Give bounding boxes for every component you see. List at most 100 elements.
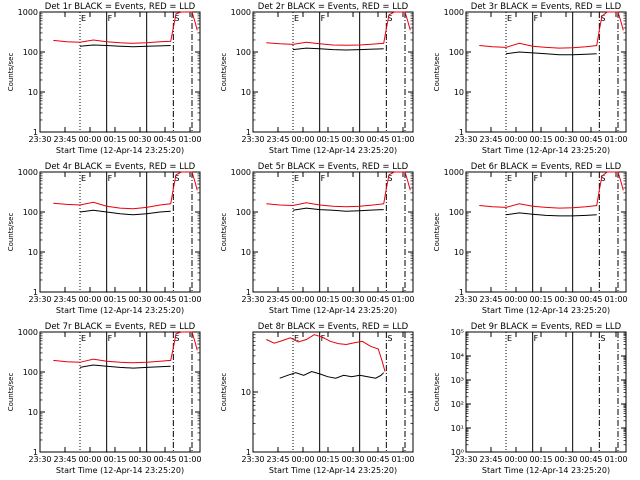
x-tick-label: 23:30 (241, 455, 264, 464)
y-tick-label: 1 (459, 288, 464, 297)
y-tick-label: 100 (23, 208, 38, 217)
x-tick-label: 01:00 (178, 295, 201, 304)
event-marker-label: F (108, 14, 113, 23)
y-tick-label: 10 (28, 248, 38, 257)
event-marker-label: S (600, 14, 605, 23)
y-tick-label: 100 (449, 208, 464, 217)
x-axis-label: Start Time (12-Apr-14 23:25:20) (56, 146, 184, 155)
plot-frame (39, 171, 201, 293)
x-tick-label: 23:30 (28, 295, 51, 304)
y-axis-label: Counts/sec (433, 213, 441, 252)
y-axis-label: Counts/sec (7, 373, 15, 412)
y-tick-label: 10⁰ (451, 448, 464, 457)
x-tick-label: 23:30 (28, 135, 51, 144)
x-tick-label: 23:45 (53, 295, 76, 304)
panel-det-9: Det 9r BLACK = Events, RED = LLD Counts/s… (433, 322, 628, 475)
x-tick-label: 01:00 (391, 135, 414, 144)
events-series-line (505, 212, 597, 217)
y-tick-label: 10³ (451, 376, 464, 385)
y-tick-label: 10 (28, 88, 38, 97)
x-tick-label: 01:00 (391, 295, 414, 304)
event-marker-label: S (174, 14, 179, 23)
events-series-line (79, 364, 171, 369)
x-tick-label: 00:00 (504, 455, 527, 464)
x-tick-label: 00:00 (291, 295, 314, 304)
lld-series-line (479, 171, 624, 209)
panel-title: Det 5r BLACK = Events, RED = LLD (258, 162, 409, 172)
lld-series-line (266, 171, 411, 208)
panel-det-8: Det 8r BLACK = Events, RED = LLD Counts/s… (220, 322, 415, 475)
y-tick-label: 1000 (231, 8, 251, 17)
event-marker-label: E (507, 14, 512, 23)
panel-det-4: Det 4r BLACK = Events, RED = LLD Counts/s… (7, 162, 202, 315)
event-marker-label: S (600, 334, 605, 343)
y-axis-label: Counts/sec (220, 53, 228, 92)
plot-frame (39, 331, 201, 453)
panel-title: Det 9r BLACK = Events, RED = LLD (471, 322, 622, 332)
x-tick-label: 23:45 (53, 455, 76, 464)
plot-frame (252, 331, 414, 453)
event-marker-label: F (534, 334, 539, 343)
event-marker-label: E (294, 174, 299, 183)
y-tick-label: 1 (33, 448, 38, 457)
x-tick-label: 01:00 (391, 455, 414, 464)
x-tick-label: 00:45 (153, 455, 176, 464)
event-marker-label: F (534, 174, 539, 183)
y-tick-label: 1000 (444, 8, 464, 17)
event-marker-label: E (507, 334, 512, 343)
lld-series-line (266, 334, 386, 372)
y-tick-label: 1 (246, 128, 251, 137)
y-axis-label: Counts/sec (220, 373, 228, 412)
y-axis-label: Counts/sec (433, 53, 441, 92)
y-tick-label: 1 (33, 288, 38, 297)
event-marker-label: E (81, 174, 86, 183)
y-tick-label: 1000 (231, 168, 251, 177)
lld-series-line (266, 11, 411, 46)
panel-det-6: Det 6r BLACK = Events, RED = LLD Counts/s… (433, 162, 628, 315)
x-tick-label: 00:00 (504, 295, 527, 304)
x-tick-label: 23:45 (266, 455, 289, 464)
x-tick-label: 23:45 (479, 295, 502, 304)
lld-series-line (53, 11, 198, 44)
x-tick-label: 23:45 (479, 135, 502, 144)
y-tick-label: 10 (454, 248, 464, 257)
x-tick-label: 23:30 (454, 295, 477, 304)
x-tick-label: 00:15 (103, 295, 126, 304)
x-tick-label: 23:45 (53, 135, 76, 144)
x-tick-label: 00:00 (78, 295, 101, 304)
y-tick-label: 100 (236, 48, 251, 57)
event-marker-label: F (534, 14, 539, 23)
event-marker-label: F (321, 14, 326, 23)
x-tick-label: 00:30 (554, 135, 577, 144)
x-tick-label: 23:45 (479, 455, 502, 464)
y-tick-label: 1000 (18, 8, 38, 17)
plot-frame (252, 11, 414, 133)
x-tick-label: 01:00 (604, 295, 627, 304)
x-tick-label: 00:45 (366, 135, 389, 144)
event-marker-label: S (174, 334, 179, 343)
y-tick-label: 1 (33, 128, 38, 137)
y-tick-label: 10 (241, 88, 251, 97)
x-tick-label: 00:00 (78, 135, 101, 144)
x-tick-label: 01:00 (178, 135, 201, 144)
x-tick-label: 00:45 (579, 135, 602, 144)
y-tick-label: 1000 (18, 328, 38, 337)
y-tick-label: 1 (246, 448, 251, 457)
event-marker-label: E (294, 14, 299, 23)
plot-frame (465, 331, 627, 453)
x-tick-label: 00:00 (504, 135, 527, 144)
panel-det-7: Det 7r BLACK = Events, RED = LLD Counts/s… (7, 322, 202, 475)
y-tick-label: 100 (236, 208, 251, 217)
x-tick-label: 23:45 (266, 295, 289, 304)
x-tick-label: 00:15 (316, 455, 339, 464)
event-marker-label: E (81, 14, 86, 23)
x-tick-label: 00:00 (78, 455, 101, 464)
x-tick-label: 00:45 (579, 455, 602, 464)
lld-series-line (479, 11, 624, 49)
panel-title: Det 4r BLACK = Events, RED = LLD (45, 162, 196, 172)
event-marker-label: F (321, 334, 326, 343)
x-tick-label: 00:30 (554, 455, 577, 464)
y-axis-label: Counts/sec (220, 213, 228, 252)
panel-det-5: Det 5r BLACK = Events, RED = LLD Counts/s… (220, 162, 415, 315)
